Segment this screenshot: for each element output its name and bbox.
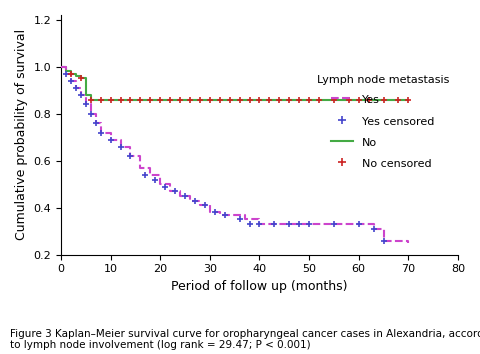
- X-axis label: Period of follow up (months): Period of follow up (months): [171, 280, 348, 293]
- Y-axis label: Cumulative probability of survival: Cumulative probability of survival: [15, 29, 28, 240]
- Legend: Yes, Yes censored, No, No censored: Yes, Yes censored, No, No censored: [313, 72, 452, 174]
- Text: Figure 3 Kaplan–Meier survival curve for oropharyngeal cancer cases in Alexandri: Figure 3 Kaplan–Meier survival curve for…: [10, 329, 480, 350]
